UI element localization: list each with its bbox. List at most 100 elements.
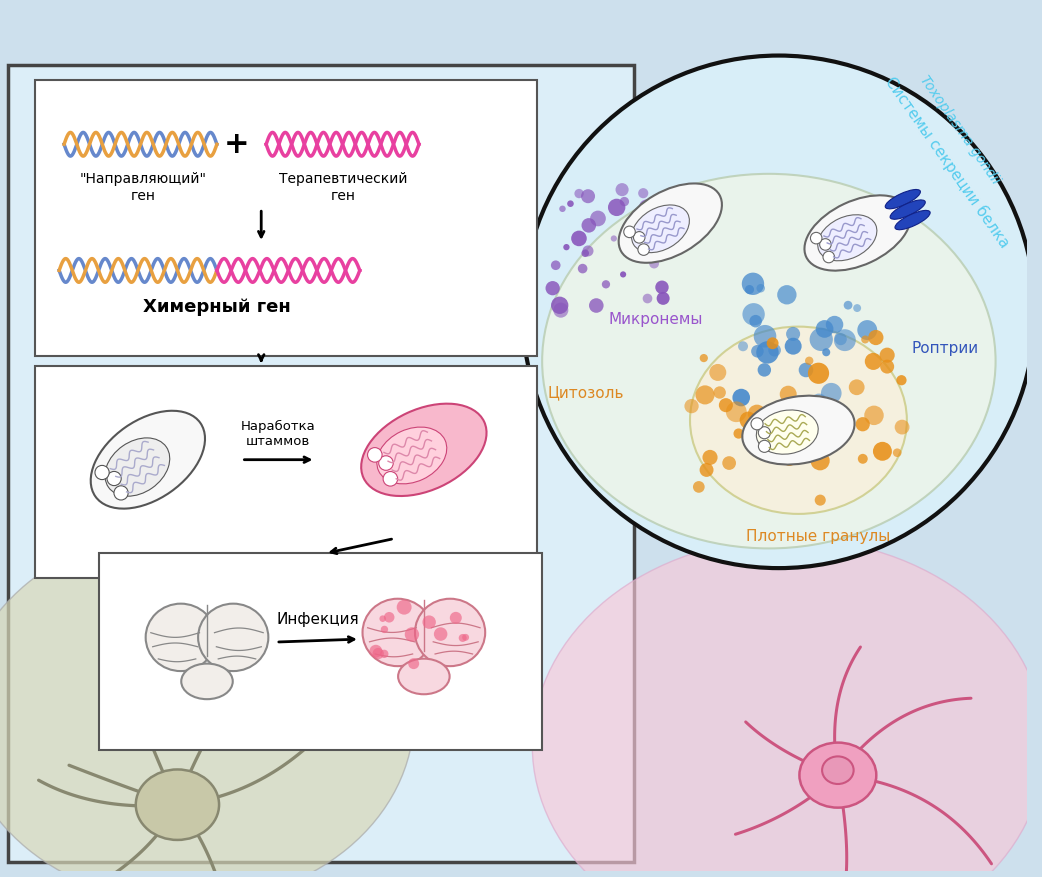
Circle shape [880, 360, 894, 374]
Circle shape [829, 410, 841, 420]
Ellipse shape [799, 743, 876, 808]
Ellipse shape [146, 603, 216, 671]
Circle shape [764, 410, 777, 423]
Circle shape [751, 417, 763, 430]
Circle shape [811, 394, 827, 411]
Circle shape [855, 417, 870, 431]
Circle shape [868, 330, 884, 346]
Text: ген: ген [130, 189, 155, 203]
Ellipse shape [756, 410, 818, 454]
Circle shape [649, 259, 659, 268]
Circle shape [745, 285, 754, 294]
Text: Терапевтический: Терапевтический [279, 172, 407, 186]
Circle shape [404, 627, 419, 642]
Circle shape [546, 281, 560, 296]
Text: Toxoplasma gondii: Toxoplasma gondii [917, 74, 1002, 187]
Circle shape [383, 612, 395, 623]
Ellipse shape [181, 664, 232, 699]
Text: +: + [224, 130, 249, 159]
Circle shape [808, 363, 829, 384]
Text: Цитозоль: Цитозоль [547, 386, 623, 401]
Circle shape [864, 405, 884, 425]
Circle shape [777, 285, 796, 304]
Text: Микронемы: Микронемы [609, 312, 702, 327]
Circle shape [638, 244, 649, 255]
Circle shape [114, 486, 128, 500]
Text: Системы секреции белка: Системы секреции белка [883, 74, 1013, 250]
Circle shape [811, 232, 822, 244]
Circle shape [581, 189, 595, 203]
Ellipse shape [105, 438, 170, 496]
Circle shape [748, 404, 766, 423]
Circle shape [699, 463, 714, 477]
Circle shape [653, 240, 661, 248]
Circle shape [685, 399, 699, 413]
Circle shape [693, 481, 704, 493]
Circle shape [578, 264, 588, 274]
Circle shape [742, 273, 764, 295]
Circle shape [849, 380, 865, 396]
Circle shape [378, 456, 393, 470]
Circle shape [634, 232, 645, 243]
Circle shape [786, 327, 800, 341]
Circle shape [895, 420, 910, 434]
Circle shape [740, 411, 756, 429]
Ellipse shape [818, 215, 877, 260]
FancyBboxPatch shape [8, 66, 634, 862]
Circle shape [749, 315, 762, 327]
Circle shape [589, 298, 603, 313]
Ellipse shape [895, 210, 931, 230]
Circle shape [759, 427, 770, 438]
Circle shape [811, 451, 829, 470]
Circle shape [654, 210, 665, 221]
Circle shape [893, 448, 901, 457]
Circle shape [373, 648, 383, 660]
Circle shape [879, 347, 895, 363]
Circle shape [733, 389, 750, 406]
Circle shape [820, 239, 832, 250]
Circle shape [779, 386, 797, 403]
Circle shape [815, 495, 825, 506]
Circle shape [553, 303, 568, 317]
Circle shape [590, 210, 605, 226]
FancyBboxPatch shape [34, 80, 538, 356]
Circle shape [798, 430, 817, 449]
Ellipse shape [91, 410, 205, 509]
Circle shape [844, 301, 852, 310]
Circle shape [582, 246, 594, 256]
Circle shape [616, 183, 628, 196]
Circle shape [823, 251, 835, 263]
Ellipse shape [135, 769, 219, 840]
Text: ген: ген [330, 189, 355, 203]
Circle shape [834, 329, 855, 351]
Circle shape [422, 616, 436, 629]
Circle shape [800, 398, 810, 408]
Ellipse shape [690, 326, 907, 514]
Circle shape [379, 616, 386, 622]
Circle shape [751, 345, 764, 358]
Circle shape [798, 363, 814, 377]
Circle shape [821, 383, 842, 403]
FancyBboxPatch shape [34, 366, 538, 578]
Circle shape [620, 196, 629, 206]
Circle shape [463, 634, 469, 641]
Circle shape [873, 442, 892, 460]
Circle shape [643, 294, 652, 303]
Circle shape [581, 218, 596, 232]
Circle shape [635, 248, 649, 263]
Circle shape [602, 280, 610, 289]
Circle shape [753, 325, 776, 347]
Circle shape [397, 600, 412, 615]
Circle shape [450, 612, 462, 624]
Text: "Направляющий": "Направляющий" [79, 172, 206, 186]
Circle shape [710, 364, 726, 381]
Circle shape [551, 260, 561, 270]
Circle shape [380, 625, 388, 633]
Circle shape [785, 338, 801, 354]
Circle shape [639, 199, 655, 216]
Text: Роптрии: Роптрии [912, 341, 978, 356]
Circle shape [768, 344, 780, 357]
Circle shape [646, 207, 654, 215]
Circle shape [719, 398, 733, 412]
Circle shape [571, 231, 587, 246]
